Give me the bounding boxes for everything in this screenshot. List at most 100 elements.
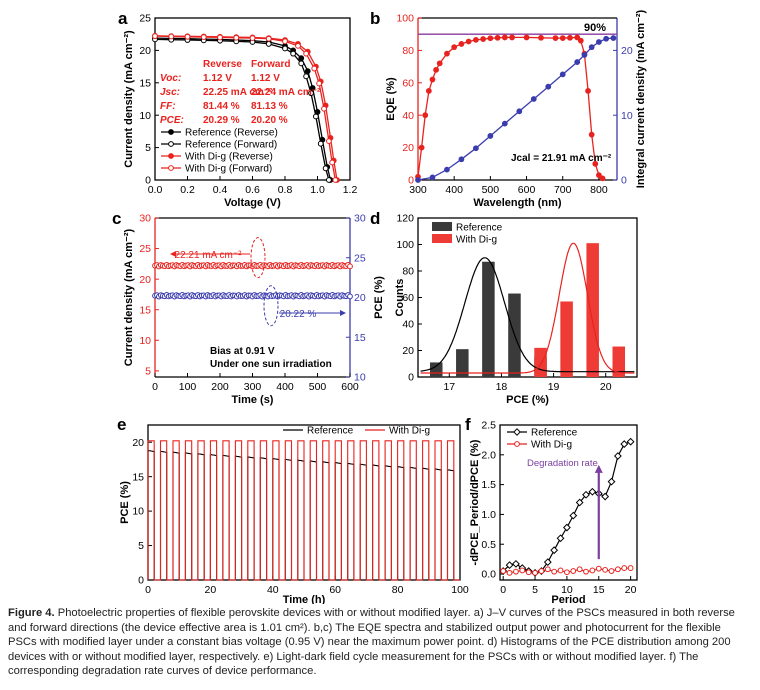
panel-a-point (217, 34, 223, 41)
panel-f-ytick-label: 2.5 (481, 420, 496, 432)
panel-c-ytick-label: 5 (145, 365, 151, 377)
panel-f-point (544, 566, 551, 573)
panel-d-ytick-label: 100 (396, 239, 414, 251)
panel-d-ytick-label: 40 (402, 319, 414, 331)
panel-b-point (588, 44, 595, 51)
panel-b-point (458, 41, 465, 47)
panel-f-point (588, 487, 597, 496)
panel-c-y2tick-label: 10 (354, 372, 366, 384)
figure-caption: Figure 4. Photoelectric properties of fl… (8, 606, 752, 679)
panel-a-table-label: FF: (160, 101, 176, 112)
panel-b-ytick-label: 0 (408, 175, 414, 187)
panel-c-y2tick-label: 15 (354, 332, 366, 344)
panel-c-note: Bias at 0.91 V (210, 346, 275, 357)
panel-a-table-forward: 22.24 mA cm⁻² (251, 87, 321, 98)
panel-a-legend-label: Reference (Forward) (185, 140, 277, 151)
panel-f-ylabel: -dPCE_Period/dPCE (%) (469, 439, 481, 565)
panel-e-xtick-label: 40 (267, 584, 279, 596)
panel-a-point (184, 33, 191, 40)
panel-d-xtick-label: 17 (443, 381, 455, 393)
panel-d-fit-curve (420, 257, 635, 373)
panel-b-point (545, 83, 552, 90)
panel-b-point (433, 66, 439, 73)
panel-a-table-head-forward: Forward (251, 59, 290, 70)
panel-b-xlabel: Wavelength (nm) (473, 197, 562, 209)
panel-b-xtick-label: 300 (409, 184, 427, 196)
panel-a-point (322, 165, 329, 172)
panel-a-point (298, 60, 305, 67)
panel-c-y2tick-label: 30 (354, 213, 366, 225)
panel-f-point (570, 568, 577, 574)
panel-b-ytick-label: 40 (402, 110, 414, 122)
panel-f-xtick-label: 10 (561, 584, 573, 596)
panel-f-arrowhead (594, 464, 603, 473)
panel-f-legend-marker (513, 428, 521, 436)
panel-f-point (506, 569, 513, 576)
panel-d-xtick-label: 18 (496, 381, 508, 393)
panel-a-point (249, 35, 256, 41)
panel-f-xtick-label: 15 (593, 584, 605, 596)
panel-f-point (582, 490, 590, 499)
panel-e-ylabel: PCE (%) (119, 481, 131, 524)
panel-b-xtick-label: 800 (590, 184, 608, 196)
panel-b-point (523, 34, 530, 41)
panel-a-point (321, 105, 327, 112)
panel-e-ytick-label: 10 (132, 506, 144, 518)
panel-b-point (494, 34, 501, 41)
panel-f-point (538, 568, 545, 574)
panel-f-legend-label: Reference (531, 428, 578, 439)
panel-e-legend-label: Reference (307, 426, 354, 437)
panel-a-point (295, 42, 301, 49)
panel-b-xtick-label: 400 (445, 184, 463, 196)
panel-b-point (559, 71, 566, 78)
panel-a-point (312, 113, 319, 120)
panel-a-xtick-label: 0.4 (213, 184, 228, 196)
panel-c-ytick-label: 20 (139, 274, 151, 286)
panel-d-bar (560, 301, 573, 377)
panel-b-90-label: 90% (584, 22, 606, 34)
panel-d-ytick-label: 20 (402, 345, 414, 357)
panel-b-point (596, 172, 602, 179)
panel-c-y2tick-label: 20 (354, 292, 366, 304)
panel-a-legend-label: With Di-g (Forward) (185, 164, 272, 175)
panel-a-ytick-label: 5 (145, 142, 151, 154)
panel-b-point (599, 175, 606, 182)
panel-a-point (303, 50, 310, 57)
panel-c-pce-label: 20.22 % (280, 309, 317, 320)
panel-a-legend-marker (168, 153, 174, 159)
panel-f-xtick-label: 5 (532, 584, 538, 596)
panel-c-ytick-label: 15 (139, 304, 151, 316)
panel-a-point (308, 90, 314, 97)
panel-a-letter: a (118, 9, 128, 28)
panel-b-xtick-label: 600 (518, 184, 536, 196)
panel-e-xtick-label: 0 (145, 584, 151, 596)
panel-a-point (332, 177, 339, 183)
panel-c-xtick-label: 100 (179, 381, 197, 393)
panel-f-ytick-label: 2.0 (481, 449, 496, 461)
panel-f-point (556, 534, 565, 543)
panel-d-legend-label: With Di-g (456, 235, 497, 246)
panel-a-table-forward: 20.20 % (251, 115, 288, 126)
panel-c-pce-arrowhead (340, 310, 346, 316)
panel-b-point (451, 44, 458, 51)
panel-a-table-reverse: 20.29 % (203, 115, 240, 126)
panel-f-point (532, 569, 538, 576)
panel-b-point (516, 108, 523, 115)
panel-e-ytick-label: 20 (132, 437, 144, 449)
panel-a-xtick-label: 0.2 (180, 184, 195, 196)
panel-f-point (519, 567, 526, 574)
panel-d-bar (456, 349, 469, 377)
panel-b-point (472, 145, 479, 152)
panel-b-ytick-label: 80 (402, 45, 414, 57)
panel-a-legend-marker (168, 165, 174, 171)
panel-f-point (602, 566, 609, 573)
panel-c-xlabel: Time (s) (232, 394, 274, 406)
panel-b-ytick-label: 20 (402, 142, 414, 154)
panel-a-table-label: PCE: (160, 115, 184, 126)
panel-f-legend-marker (514, 441, 520, 447)
panel-b-point (538, 34, 544, 41)
panel-f-legend-label: With Di-g (531, 440, 572, 451)
panel-b-point (422, 112, 429, 119)
panel-d-ytick-label: 0 (408, 372, 414, 384)
panel-f-point (557, 567, 564, 574)
